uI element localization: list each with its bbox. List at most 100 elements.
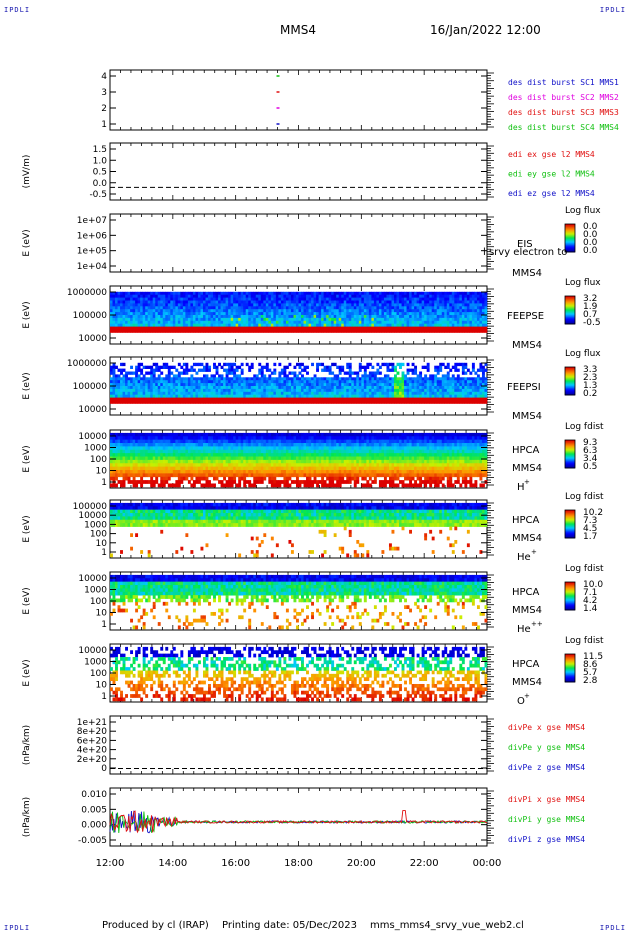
spectrogram-cell [243,377,247,381]
spectrogram-cell [160,432,164,437]
spectrogram-cell [388,315,392,319]
spectrogram-cell [112,453,116,457]
spectrogram-cell [170,383,174,387]
colorbar-tick-label: 0.0 [583,222,598,232]
spectrogram-cell [125,400,128,404]
spectrogram-cell [165,466,169,471]
spectrogram-cell [115,466,118,471]
spectrogram-cell [424,380,428,384]
spectrogram-cell [145,380,149,384]
spectrogram-cell [152,315,156,319]
spectrogram-cell [182,294,186,298]
spectrogram-cell [461,380,465,384]
spectrogram-cell [444,383,448,387]
spectrogram-cell [283,317,287,322]
spectrogram-cell [474,397,478,401]
spectrogram-cell [135,397,139,401]
spectrogram-cell [301,394,304,398]
spectrogram-cell [258,294,262,298]
spectrogram-cell [263,320,267,325]
spectrogram-cell [175,309,179,313]
spectrogram-cell [192,323,196,327]
spectrogram-cell [230,329,234,333]
spectrogram-cell [120,300,123,304]
spectrogram-cell [192,303,196,307]
spectrogram-cell [110,383,113,387]
spectrogram-cell [388,383,392,387]
spectrogram-cell [167,446,171,451]
spectrogram-cell [185,391,189,396]
spectrogram-cell [351,312,355,316]
spectrogram-cell [295,300,299,304]
spectrogram-cell [195,326,199,330]
spectrogram-cell [268,329,272,333]
spectrogram-cell [444,391,448,396]
spectrogram-cell [283,394,287,398]
spectrogram-cell [172,374,176,378]
spectrogram-cell [404,323,407,327]
y-tick-label: 100000 [73,311,108,321]
spectrogram-cell [321,317,325,322]
spectrogram-cell [223,380,227,384]
spectrogram-cell [130,306,134,310]
spectrogram-cell [409,326,412,330]
spectrogram-cell [424,303,428,307]
spectrogram-cell [127,432,131,437]
spectrogram-cell [290,391,294,396]
spectrogram-cell [192,362,196,367]
spectrogram-cell [361,303,365,307]
spectrogram-cell [228,323,232,327]
spectrogram-cell [356,388,360,393]
spectrogram-cell [122,294,126,298]
spectrogram-cell [406,323,410,327]
spectrogram-cell [376,309,380,313]
spectrogram-cell [451,309,455,313]
spectrogram-cell [195,300,199,304]
spectrogram-cell [125,446,128,451]
spectrogram-cell [424,291,428,296]
spectrogram-cell [180,329,184,333]
spectrogram-cell [484,320,488,325]
spectrogram-cell [117,388,121,393]
spectrogram-cell [454,309,458,313]
spectrogram-cell [250,386,254,390]
spectrogram-cell [481,397,485,401]
spectrogram-cell [456,326,460,330]
spectrogram-cell [112,374,116,378]
spectrogram-cell [391,380,395,384]
spectrogram-cell [228,320,232,325]
spectrogram-cell [130,326,134,330]
spectrogram-cell [336,312,340,316]
spectrogram-cell [431,300,435,304]
spectrogram-cell [479,383,483,387]
spectrogram-cell [253,329,257,333]
spectrogram-cell [471,397,475,401]
spectrogram-cell [182,317,186,322]
spectrogram-cell [421,317,425,322]
spectrogram-cell [248,297,252,301]
spectrogram-cell [225,374,229,378]
spectrogram-cell [260,297,264,301]
spectrogram-cell [411,312,415,316]
spectrogram-cell [411,394,415,398]
spectrogram-cell [333,297,337,301]
spectrogram-cell [228,394,232,398]
spectrogram-cell [270,309,274,313]
spectrogram-cell [404,306,407,310]
spectrogram-cell [421,326,425,330]
spectrogram-cell [353,291,357,296]
spectrogram-cell [464,400,468,404]
spectrogram-cell [275,291,279,296]
spectrogram-cell [451,312,455,316]
spectrogram-cell [112,317,116,322]
spectrogram-cell [326,383,330,387]
spectrogram-cell [401,315,405,319]
spectrogram-cell [135,483,139,488]
spectrogram-cell [218,383,221,387]
spectrogram-cell [218,291,221,296]
colorbar-cell [565,297,575,299]
spectrogram-cell [406,380,410,384]
spectrogram-cell [197,383,201,387]
spectrogram-cell [235,329,239,333]
spectrogram-cell [476,312,480,316]
